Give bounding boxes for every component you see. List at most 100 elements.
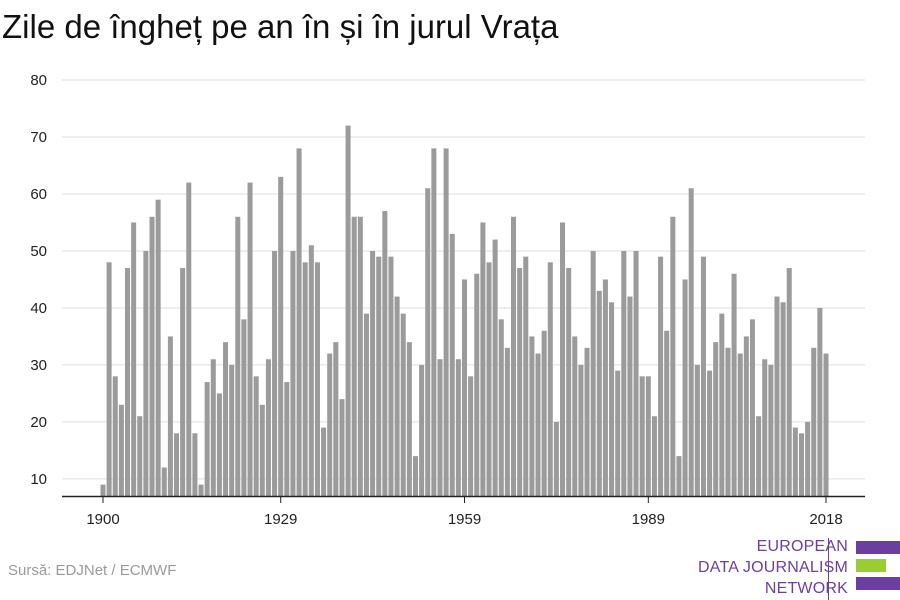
bar-1901	[106, 262, 112, 496]
bar-1966	[504, 347, 510, 496]
bar-1950	[406, 342, 412, 496]
bar-1943	[363, 313, 369, 496]
bar-1912	[174, 433, 180, 496]
bar-1968	[517, 268, 523, 496]
bar-1977	[572, 336, 578, 496]
bar-1982	[602, 279, 608, 496]
bar-1930	[284, 382, 290, 496]
bar-1902	[112, 376, 118, 496]
bar-1900	[100, 484, 106, 496]
bar-1934	[308, 245, 314, 496]
bar-1927	[265, 359, 271, 496]
bar-1991	[658, 256, 664, 496]
bar-1922	[235, 216, 241, 496]
bar-1998	[700, 256, 706, 496]
bar-1954	[431, 148, 437, 497]
bar-1951	[412, 456, 418, 496]
bar-1935	[314, 262, 320, 496]
bar-2003	[731, 273, 737, 496]
bar-2013	[792, 427, 798, 496]
bar-1995	[682, 279, 688, 496]
bar-1945	[376, 256, 382, 496]
bar-2002	[725, 347, 731, 496]
bar-1987	[633, 250, 639, 496]
bar-1906	[137, 416, 143, 496]
bars	[100, 125, 829, 497]
bar-1936	[321, 427, 327, 496]
bar-2008	[762, 359, 768, 496]
bar-1915	[192, 433, 198, 496]
source-note: Sursă: EDJNet / ECMWF	[8, 562, 177, 579]
bar-1948	[394, 296, 400, 496]
bar-1990	[651, 416, 657, 496]
logo-line-european: EUROPEAN	[756, 538, 848, 555]
bar-1919	[216, 393, 222, 496]
x-tick-label: 1929	[264, 511, 297, 528]
x-tick-label: 1900	[86, 511, 119, 528]
bar-1965	[498, 319, 504, 496]
bar-2007	[756, 416, 762, 496]
bar-1973	[547, 262, 553, 496]
y-tick-label: 70	[30, 129, 47, 146]
y-tick-label: 60	[30, 186, 47, 203]
bar-1958	[455, 359, 461, 496]
bar-1914	[186, 182, 192, 496]
bar-1993	[670, 216, 676, 496]
bar-1907	[143, 250, 149, 496]
bar-2000	[713, 342, 719, 496]
logo-bar-middle	[856, 559, 886, 572]
bar-1986	[627, 296, 633, 496]
bar-1939	[339, 399, 345, 496]
bar-1985	[621, 250, 627, 496]
bar-1913	[180, 268, 186, 496]
bar-1999	[707, 370, 713, 496]
bar-1938	[333, 342, 339, 496]
bar-1979	[584, 347, 590, 496]
logo-line-network: NETWORK	[764, 580, 848, 597]
bar-1963	[486, 262, 492, 496]
bar-1983	[609, 302, 615, 496]
bar-1910	[161, 467, 167, 496]
bar-1955	[437, 359, 443, 496]
bar-1921	[229, 364, 235, 496]
bar-1972	[541, 330, 547, 496]
bar-2011	[780, 302, 786, 496]
bar-1920	[223, 342, 229, 496]
bar-1992	[664, 330, 670, 496]
bar-1932	[296, 148, 302, 497]
edjnet-logo[interactable]: EUROPEAN DATA JOURNALISM NETWORK	[698, 538, 900, 600]
bar-1931	[290, 250, 296, 496]
y-tick-label: 10	[30, 471, 47, 488]
bar-1928	[272, 250, 278, 496]
y-tick-label: 80	[30, 72, 47, 89]
bar-1988	[639, 376, 645, 496]
bar-1969	[523, 256, 529, 496]
bar-1961	[474, 273, 480, 496]
logo-bar-top	[856, 541, 900, 554]
bar-1933	[302, 262, 308, 496]
bar-1917	[204, 382, 210, 496]
bar-1981	[596, 290, 602, 496]
bar-1916	[198, 484, 204, 496]
bar-1940	[345, 125, 351, 496]
bar-1911	[167, 336, 173, 496]
bar-2009	[768, 364, 774, 496]
bar-1924	[247, 182, 253, 496]
bar-1949	[400, 313, 406, 496]
bar-1926	[259, 404, 265, 496]
bar-1929	[278, 176, 284, 496]
bar-1974	[553, 421, 559, 496]
bar-1925	[253, 376, 259, 496]
bar-1975	[560, 222, 566, 496]
bar-1953	[425, 188, 431, 496]
bar-1909	[155, 199, 161, 496]
bar-1984	[615, 370, 621, 496]
bar-1989	[645, 376, 651, 496]
logo-divider	[828, 538, 829, 600]
y-tick-label: 40	[30, 300, 47, 317]
bar-2001	[719, 313, 725, 496]
y-tick-label: 30	[30, 357, 47, 374]
bar-1937	[327, 353, 333, 496]
bar-1946	[382, 211, 388, 497]
